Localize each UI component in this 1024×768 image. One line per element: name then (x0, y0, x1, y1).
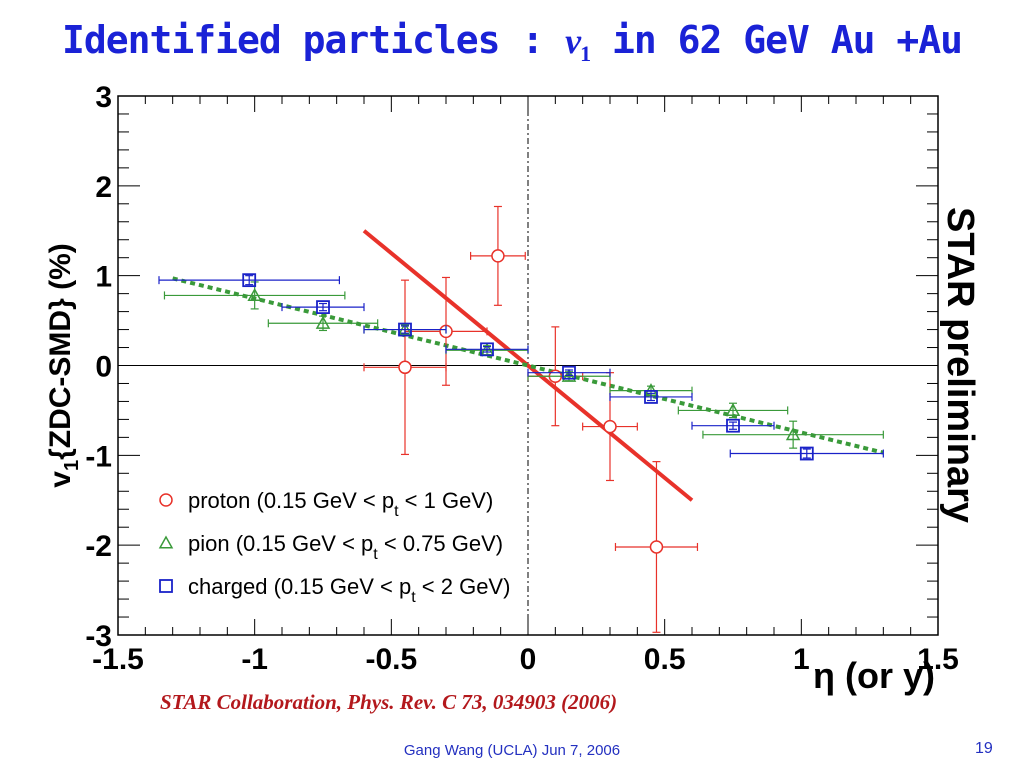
y-tick-label: -1 (85, 440, 112, 473)
charged-point (726, 418, 740, 433)
y-axis-label-rest: {ZDC-SMD} (%) (44, 243, 77, 460)
star-preliminary-watermark: STAR preliminary (939, 207, 981, 523)
legend-proton-tail: < 1 GeV) (399, 488, 494, 513)
y-tick-label: -3 (85, 620, 112, 653)
title-var-sub: 1 (580, 41, 591, 67)
legend-charged-text: charged (0.15 GeV < p (188, 574, 411, 599)
legend-charged-tail: < 2 GeV) (416, 574, 511, 599)
x-tick-label: 0 (520, 643, 537, 676)
x-tick-label: -1 (241, 643, 268, 676)
x-tick-label: -0.5 (365, 643, 417, 676)
charged-point (480, 342, 494, 357)
y-tick-label: 0 (95, 351, 112, 384)
legend-charged-label: charged (0.15 GeV < pt < 2 GeV) (188, 574, 510, 606)
legend-charged-marker (159, 579, 173, 593)
x-axis-label: η (or y) (813, 655, 935, 696)
legend-pion-tail: < 0.75 GeV) (378, 531, 503, 556)
title-var: v (565, 21, 581, 61)
x-tick-label: 0.5 (644, 643, 686, 676)
footer: Gang Wang (UCLA) Jun 7, 2006 (403, 742, 621, 759)
page-number: 19 (975, 740, 993, 757)
pion-point (725, 402, 741, 416)
citation: STAR Collaboration, Phys. Rev. C 73, 034… (160, 690, 618, 714)
y-axis-label-var: v (44, 471, 77, 488)
proton-fit-line (362, 229, 694, 502)
charged-point (316, 300, 330, 315)
y-tick-label: 2 (95, 171, 112, 204)
proton-point (603, 419, 617, 434)
legend-pion-sub: t (373, 546, 378, 563)
x-tick-label: -1.5 (92, 643, 144, 676)
pion-point (315, 315, 331, 329)
charged-point (242, 273, 257, 288)
charged-point (562, 365, 576, 380)
legend-pion-marker (158, 535, 174, 549)
proton-point (398, 360, 412, 375)
y-tick-label: 3 (95, 81, 112, 114)
legend-proton-label: proton (0.15 GeV < pt < 1 GeV) (188, 488, 493, 520)
pion-point (247, 287, 262, 301)
y-tick-label: 1 (95, 261, 112, 294)
title-variable: v1 (565, 21, 591, 66)
legend-proton-sub: t (394, 503, 399, 520)
y-tick-label: -2 (85, 530, 112, 563)
legend-proton-marker (159, 493, 173, 507)
y-axis-label: v1{ZDC-SMD} (%) (44, 243, 83, 487)
charged-point (398, 322, 412, 337)
proton-point (491, 249, 505, 263)
proton-point (649, 540, 664, 554)
y-axis-label-sub: 1 (61, 460, 83, 471)
x-tick-label: 1 (793, 643, 810, 676)
legend-pion-label: pion (0.15 GeV < pt < 0.75 GeV) (188, 531, 503, 563)
charged-point (799, 446, 814, 461)
x-tick-label: 1.5 (917, 643, 959, 676)
pion-point (785, 427, 801, 441)
title-suffix: in 62 GeV Au +Au (590, 18, 963, 62)
title-prefix: Identified particles : (61, 18, 566, 62)
slide-title: Identified particles : v1 in 62 GeV Au +… (0, 18, 1024, 67)
legend-pion-text: pion (0.15 GeV < p (188, 531, 373, 556)
legend-charged-sub: t (411, 589, 416, 606)
charged-point (644, 390, 658, 404)
legend-proton-text: proton (0.15 GeV < p (188, 488, 394, 513)
